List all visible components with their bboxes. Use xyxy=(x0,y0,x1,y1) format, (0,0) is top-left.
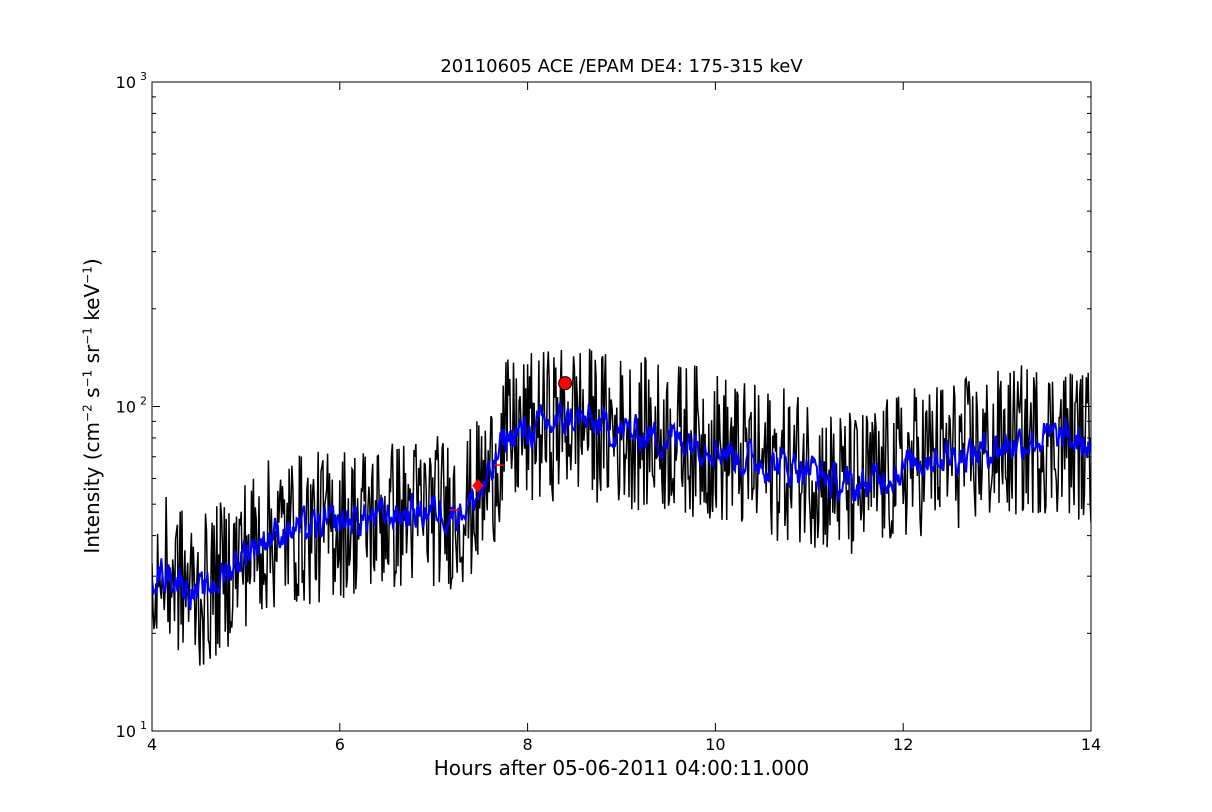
x-tick-label: 4 xyxy=(147,735,157,754)
event-marker-circle xyxy=(558,376,573,391)
x-tick-label: 8 xyxy=(523,735,533,754)
x-axis-label: Hours after 05-06-2011 04:00:11.000 xyxy=(433,756,810,780)
series-line-0 xyxy=(152,348,1091,666)
x-tick-label: 12 xyxy=(893,735,913,754)
event-marker-diamond xyxy=(472,478,484,493)
series-line-1 xyxy=(152,401,1091,611)
y-tick-label: 10 xyxy=(116,398,136,417)
y-tick-label: 10 xyxy=(116,73,136,92)
y-tick-label: 10 xyxy=(116,722,136,741)
x-tick-label: 6 xyxy=(335,735,345,754)
x-tick-label: 10 xyxy=(705,735,725,754)
y-tick-label-exponent: 2 xyxy=(140,395,147,408)
x-tick-label: 14 xyxy=(1081,735,1101,754)
y-tick-label-exponent: 1 xyxy=(140,719,147,732)
y-axis-label: Intensity (cm−2 s−1 sr−1 keV−1) xyxy=(80,258,104,554)
y-tick-label-exponent: 3 xyxy=(140,70,147,83)
chart-title: 20110605 ACE /EPAM DE4: 175-315 keV xyxy=(440,56,803,77)
